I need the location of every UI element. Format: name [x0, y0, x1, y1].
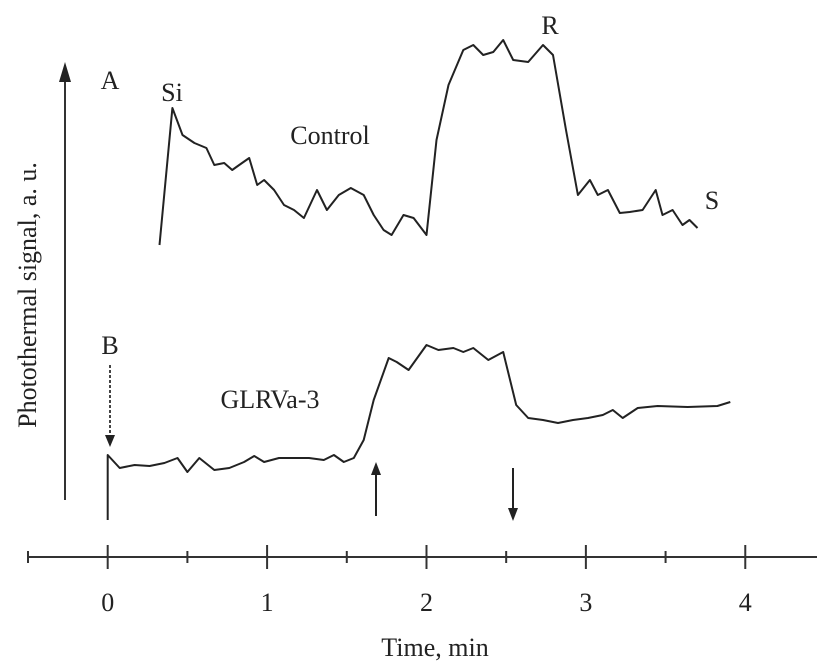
- x-tick-label: 4: [739, 588, 752, 617]
- annotation: Si: [161, 78, 183, 107]
- x-axis-label: Time, min: [381, 633, 488, 662]
- annotation: A: [101, 66, 120, 95]
- marker-arrowhead: [371, 462, 381, 475]
- marker-arrowhead: [105, 435, 115, 447]
- y-axis-arrow: [59, 62, 71, 82]
- annotation: S: [705, 186, 719, 215]
- line: [106, 344, 731, 520]
- x-tick-label: 3: [579, 588, 592, 617]
- line: [158, 39, 699, 246]
- series-label: GLRVa-3: [220, 385, 319, 414]
- marker-arrowhead: [508, 508, 518, 521]
- y-axis-label: Photothermal signal, a. u.: [13, 162, 42, 428]
- x-tick-label: 2: [420, 588, 433, 617]
- annotation: R: [541, 11, 559, 40]
- series-label: Control: [290, 121, 369, 150]
- x-tick-label: 0: [101, 588, 114, 617]
- x-tick-label: 1: [261, 588, 274, 617]
- annotation: B: [101, 331, 118, 360]
